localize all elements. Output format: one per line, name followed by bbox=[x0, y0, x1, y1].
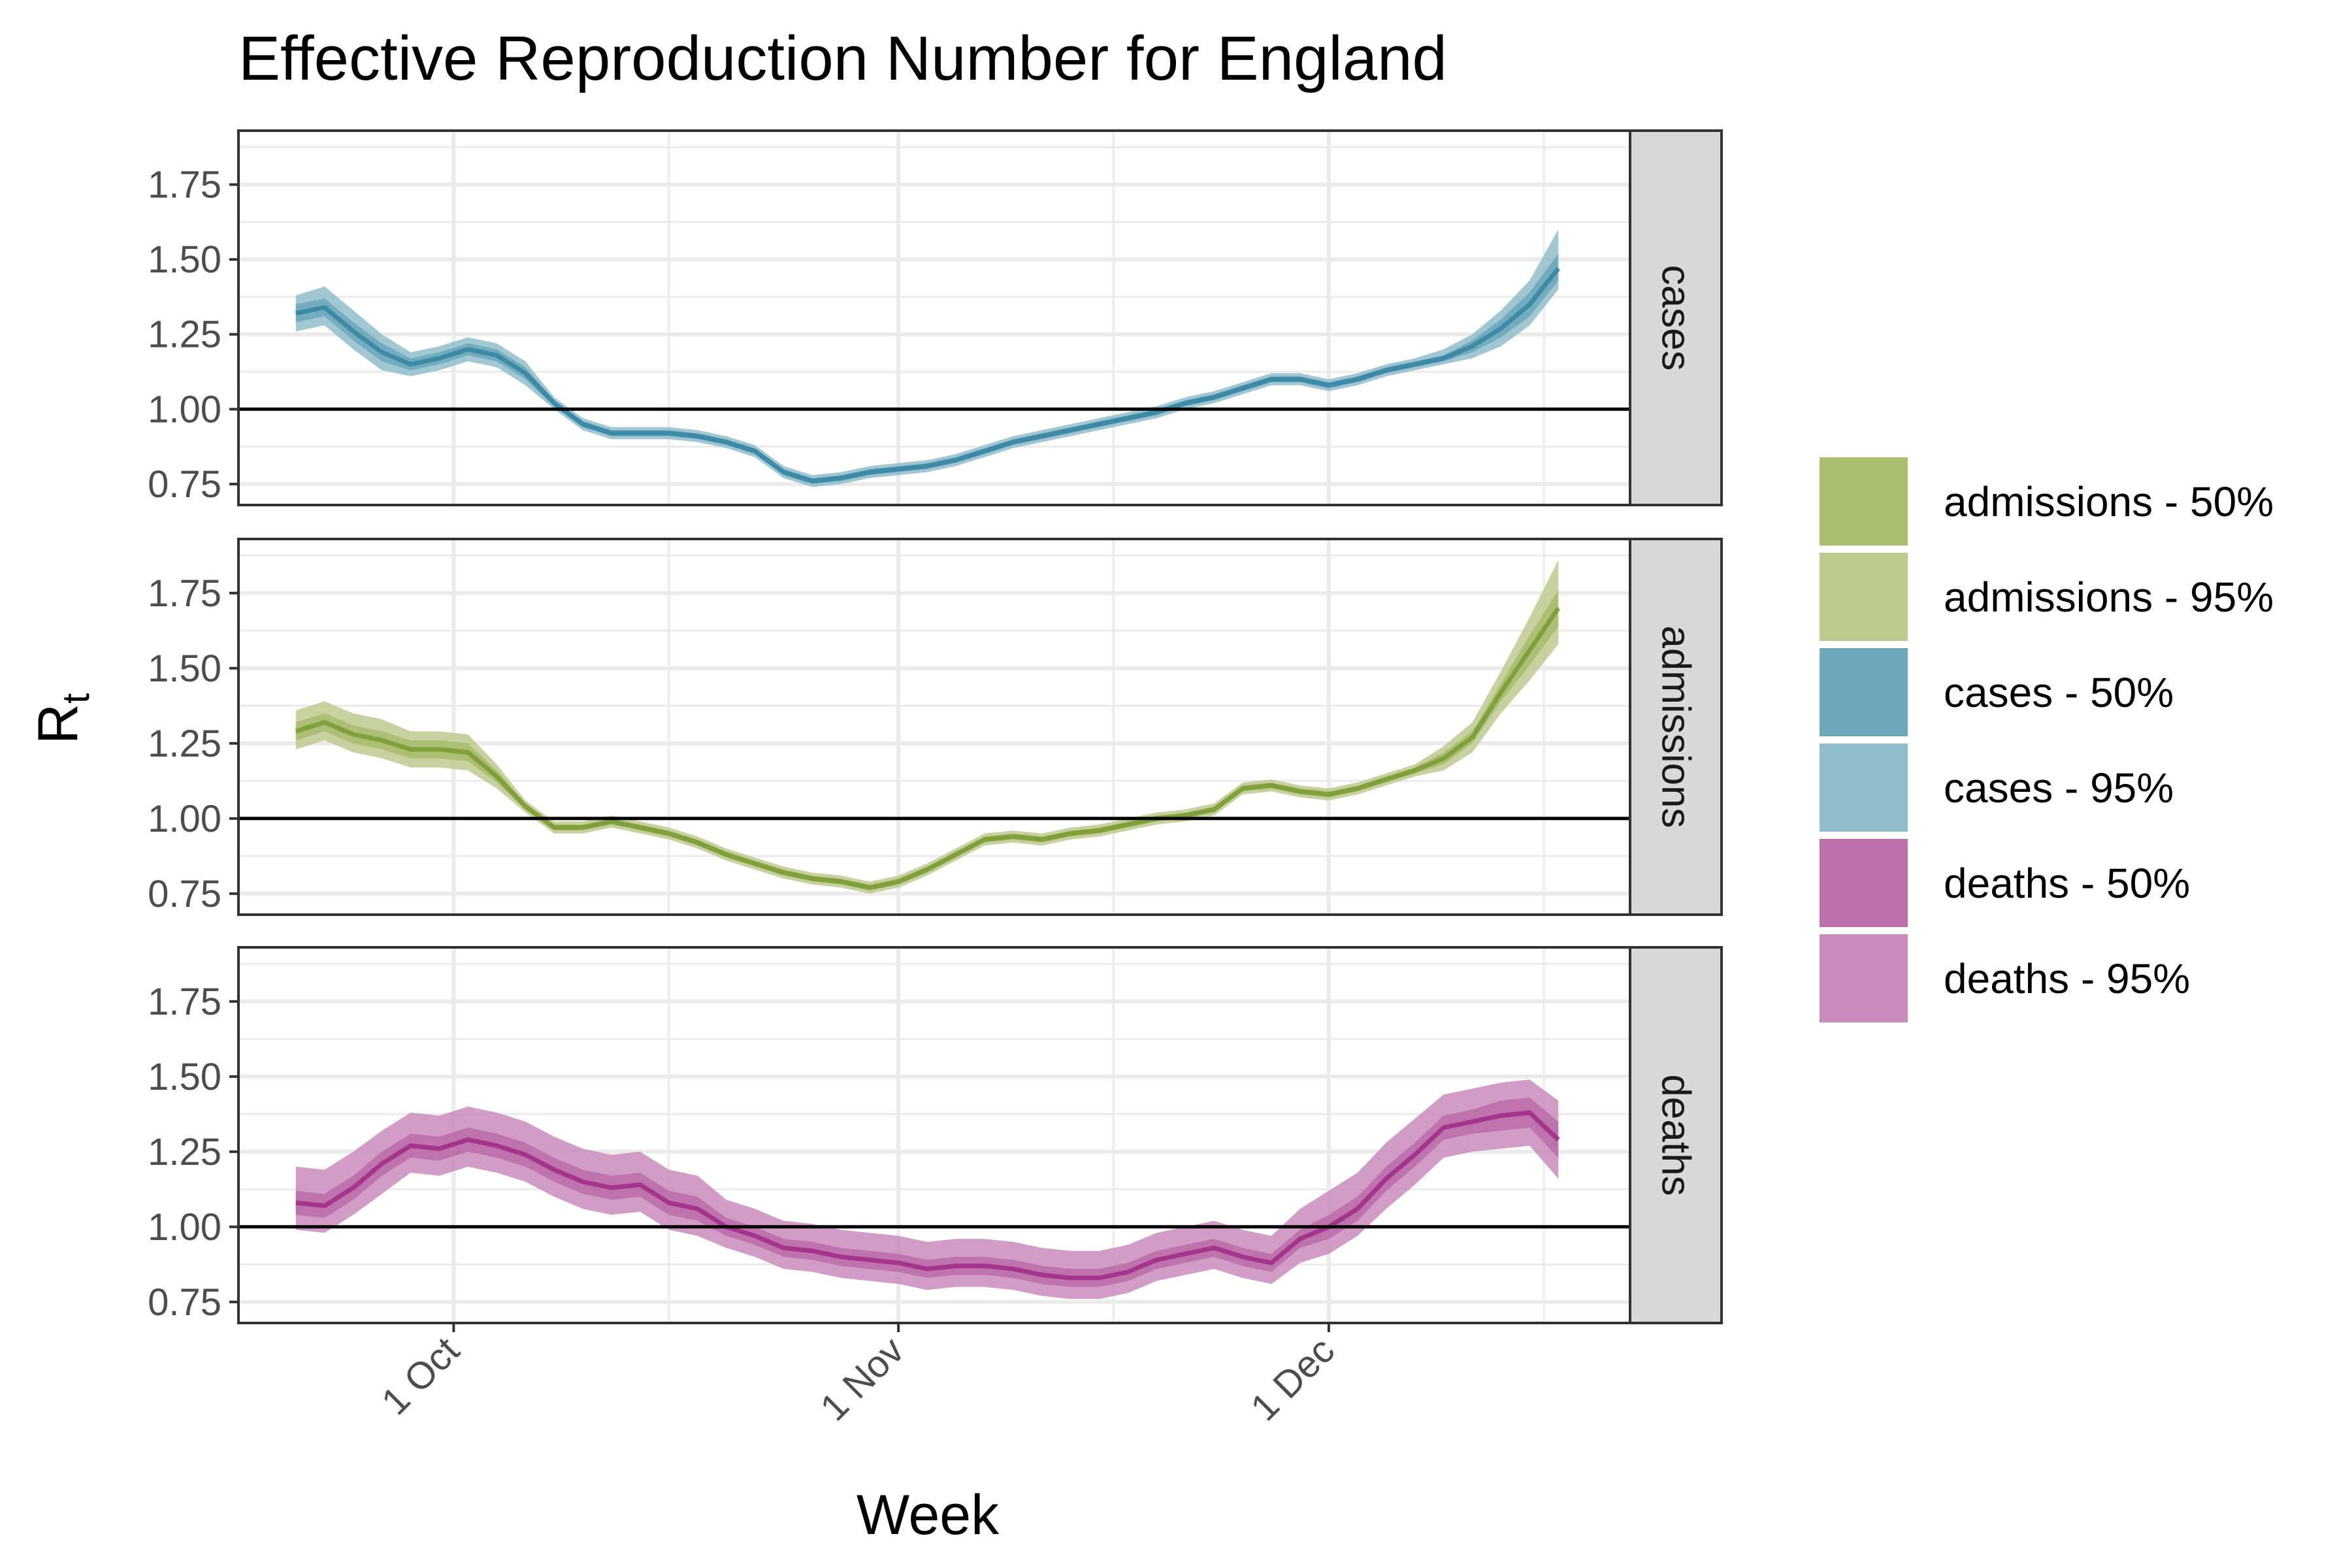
x-tick-label: 1 Nov bbox=[812, 1329, 912, 1429]
y-tick-label: 0.75 bbox=[148, 873, 221, 915]
y-tick-label: 1.25 bbox=[148, 1131, 221, 1173]
legend-label: cases - 50% bbox=[1944, 669, 2174, 716]
strip-deaths bbox=[1629, 946, 1723, 1324]
panel-deaths: 0.75 1.00 1.25 1.50 1.75 deaths bbox=[148, 946, 1723, 1324]
legend-label: admissions - 95% bbox=[1944, 574, 2274, 621]
x-axis: 1 Oct 1 Nov 1 Dec bbox=[374, 1323, 1343, 1429]
panel-background bbox=[238, 539, 1630, 915]
y-tick-label: 1.00 bbox=[148, 1206, 221, 1249]
y-tick-label: 1.25 bbox=[148, 314, 221, 356]
deaths-ribbon-95 bbox=[295, 1079, 1559, 1299]
admissions-median-line bbox=[295, 606, 1561, 890]
svg-text:Rt: Rt bbox=[27, 693, 97, 744]
y-tick-label: 1.75 bbox=[148, 164, 221, 206]
strip-admissions bbox=[1629, 538, 1723, 916]
legend-key bbox=[1820, 743, 1908, 832]
y-axis-title: Rt bbox=[27, 693, 97, 744]
y-axis-title-subscript: t bbox=[55, 693, 97, 704]
legend-key bbox=[1820, 648, 1908, 736]
x-tick-label: 1 Dec bbox=[1243, 1329, 1343, 1429]
legend-label: cases - 95% bbox=[1944, 764, 2174, 811]
panel-cases: 0.75 1.00 1.25 1.50 1.75 cases bbox=[148, 129, 1723, 506]
legend-label: deaths - 95% bbox=[1944, 955, 2190, 1002]
y-tick-label: 1.75 bbox=[148, 572, 221, 615]
legend-key bbox=[1820, 457, 1908, 546]
chart-title: Effective Reproduction Number for Englan… bbox=[238, 24, 1447, 93]
legend-key bbox=[1820, 934, 1908, 1022]
x-tick-label: 1 Oct bbox=[374, 1329, 468, 1423]
y-tick-label: 0.75 bbox=[148, 1281, 221, 1324]
legend-label: admissions - 50% bbox=[1944, 478, 2274, 525]
facet-panels: 0.75 1.00 1.25 1.50 1.75 cases 0.75 1.00 1.25 1.5… bbox=[148, 129, 1723, 1324]
strip-label-deaths: deaths bbox=[1654, 1074, 1699, 1196]
panel-admissions: 0.75 1.00 1.25 1.50 1.75 admissions bbox=[148, 538, 1723, 916]
deaths-median-line bbox=[295, 1110, 1560, 1281]
legend-key bbox=[1820, 839, 1908, 927]
legend-key bbox=[1820, 553, 1908, 641]
y-tick-label: 0.75 bbox=[148, 463, 221, 506]
y-tick-label: 1.50 bbox=[148, 238, 221, 281]
y-tick-label: 1.00 bbox=[148, 388, 221, 431]
x-axis-title: Week bbox=[857, 1484, 1000, 1546]
panel-background bbox=[238, 131, 1630, 505]
strip-label-cases: cases bbox=[1654, 265, 1699, 371]
y-tick-label: 1.25 bbox=[148, 723, 221, 765]
legend-label: deaths - 50% bbox=[1944, 860, 2190, 907]
y-axis-title-main: R bbox=[27, 704, 90, 744]
y-tick-label: 1.50 bbox=[148, 1056, 221, 1098]
strip-cases bbox=[1629, 129, 1723, 506]
cases-median-line bbox=[295, 267, 1560, 483]
y-tick-label: 1.75 bbox=[148, 981, 221, 1023]
strip-label-admissions: admissions bbox=[1654, 625, 1699, 828]
legend: admissions - 50% admissions - 95% cases - … bbox=[1820, 457, 2274, 1022]
y-tick-label: 1.50 bbox=[148, 647, 221, 690]
y-tick-label: 1.00 bbox=[148, 798, 221, 840]
